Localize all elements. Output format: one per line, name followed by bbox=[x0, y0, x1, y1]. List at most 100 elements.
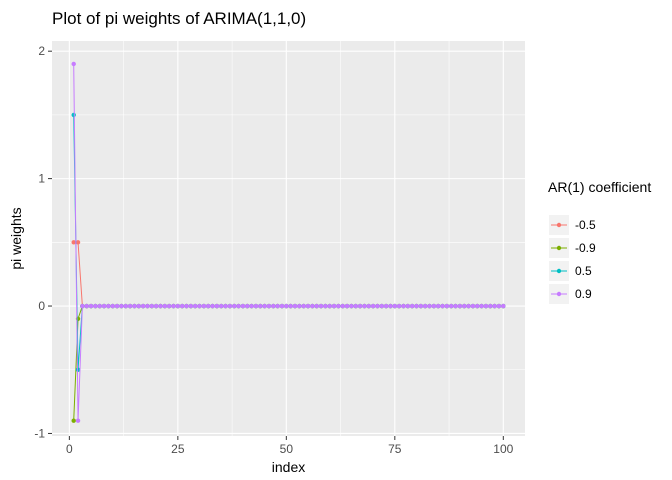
data-point bbox=[288, 303, 293, 309]
data-point bbox=[444, 303, 450, 309]
data-point bbox=[71, 61, 76, 67]
data-point bbox=[370, 303, 376, 309]
data-point bbox=[470, 303, 476, 309]
data-point bbox=[449, 303, 454, 309]
data-point bbox=[119, 303, 124, 309]
data-point bbox=[140, 303, 146, 309]
data-point bbox=[193, 303, 198, 309]
data-point bbox=[457, 303, 463, 309]
data-point bbox=[466, 303, 471, 309]
data-point bbox=[232, 303, 237, 309]
legend-label: -0.9 bbox=[575, 241, 596, 255]
data-point bbox=[101, 303, 107, 309]
data-point bbox=[314, 303, 319, 309]
data-point bbox=[88, 303, 94, 309]
data-point bbox=[206, 303, 211, 309]
data-point bbox=[153, 303, 159, 309]
grid-minor bbox=[52, 41, 525, 436]
data-point bbox=[240, 303, 246, 309]
data-point bbox=[362, 303, 367, 309]
data-point bbox=[440, 303, 445, 309]
x-tick-label: 0 bbox=[66, 442, 73, 456]
data-point bbox=[405, 303, 411, 309]
data-point bbox=[114, 303, 120, 309]
data-point bbox=[127, 303, 133, 309]
data-point bbox=[236, 303, 241, 309]
data-point bbox=[201, 303, 207, 309]
legend-key-point bbox=[556, 291, 562, 297]
data-point bbox=[336, 303, 341, 309]
data-point bbox=[162, 303, 168, 309]
data-point bbox=[475, 303, 480, 309]
data-point bbox=[75, 240, 81, 245]
data-point bbox=[71, 240, 76, 245]
data-point bbox=[453, 303, 458, 309]
data-point bbox=[123, 303, 128, 309]
data-point bbox=[427, 303, 432, 309]
x-axis-title: index bbox=[272, 459, 305, 475]
legend-key-point bbox=[556, 268, 562, 274]
legend-key-point bbox=[556, 245, 562, 251]
data-point bbox=[431, 303, 437, 309]
data-point bbox=[84, 303, 89, 309]
data-point bbox=[488, 303, 493, 309]
x-tick-label: 75 bbox=[388, 442, 402, 456]
data-point bbox=[409, 303, 415, 309]
data-point bbox=[106, 303, 111, 309]
data-point bbox=[401, 303, 406, 309]
y-tick-label: 0 bbox=[38, 299, 45, 313]
data-point bbox=[418, 303, 424, 309]
data-point bbox=[245, 303, 250, 309]
data-point bbox=[496, 303, 502, 309]
data-point bbox=[292, 303, 298, 309]
data-point bbox=[388, 303, 393, 309]
data-point bbox=[331, 303, 337, 309]
data-point bbox=[249, 303, 254, 309]
data-point bbox=[275, 303, 280, 309]
data-point bbox=[262, 303, 267, 309]
data-point bbox=[305, 303, 311, 309]
data-point bbox=[301, 303, 306, 309]
data-point bbox=[379, 303, 384, 309]
data-point bbox=[344, 303, 350, 309]
data-point bbox=[75, 418, 81, 423]
data-point bbox=[366, 303, 371, 309]
data-point bbox=[227, 303, 233, 309]
legend-label: 0.5 bbox=[575, 264, 592, 278]
data-point bbox=[436, 303, 441, 309]
legend-title: AR(1) coefficient bbox=[548, 179, 651, 195]
data-point bbox=[375, 303, 380, 309]
data-point bbox=[80, 303, 85, 309]
data-point bbox=[93, 303, 98, 309]
data-point bbox=[214, 303, 220, 309]
data-point bbox=[340, 303, 345, 309]
data-point bbox=[188, 303, 194, 309]
data-point bbox=[279, 303, 285, 309]
series-layer bbox=[71, 61, 506, 423]
data-point bbox=[383, 303, 389, 309]
x-tick-label: 25 bbox=[171, 442, 185, 456]
data-point bbox=[171, 303, 176, 309]
data-point bbox=[310, 303, 315, 309]
data-point bbox=[184, 303, 189, 309]
data-point bbox=[492, 303, 497, 309]
data-point bbox=[110, 303, 115, 309]
data-point bbox=[210, 303, 215, 309]
data-point bbox=[297, 303, 302, 309]
data-point bbox=[175, 303, 181, 309]
data-point bbox=[145, 303, 150, 309]
chart-title: Plot of pi weights of ARIMA(1,1,0) bbox=[52, 9, 306, 28]
data-point bbox=[353, 303, 358, 309]
legend-label: -0.5 bbox=[575, 218, 596, 232]
plot-panel bbox=[52, 41, 525, 436]
y-axis-title: pi weights bbox=[8, 207, 24, 269]
data-point bbox=[392, 303, 398, 309]
data-point bbox=[223, 303, 228, 309]
data-point bbox=[179, 303, 185, 309]
y-tick-label: -1 bbox=[34, 426, 45, 440]
data-point bbox=[71, 418, 76, 423]
legend-label: 0.9 bbox=[575, 287, 592, 301]
axes-layer: 0 25 50 75 100 -1 0 1 2 bbox=[34, 44, 513, 456]
data-point bbox=[136, 303, 141, 309]
